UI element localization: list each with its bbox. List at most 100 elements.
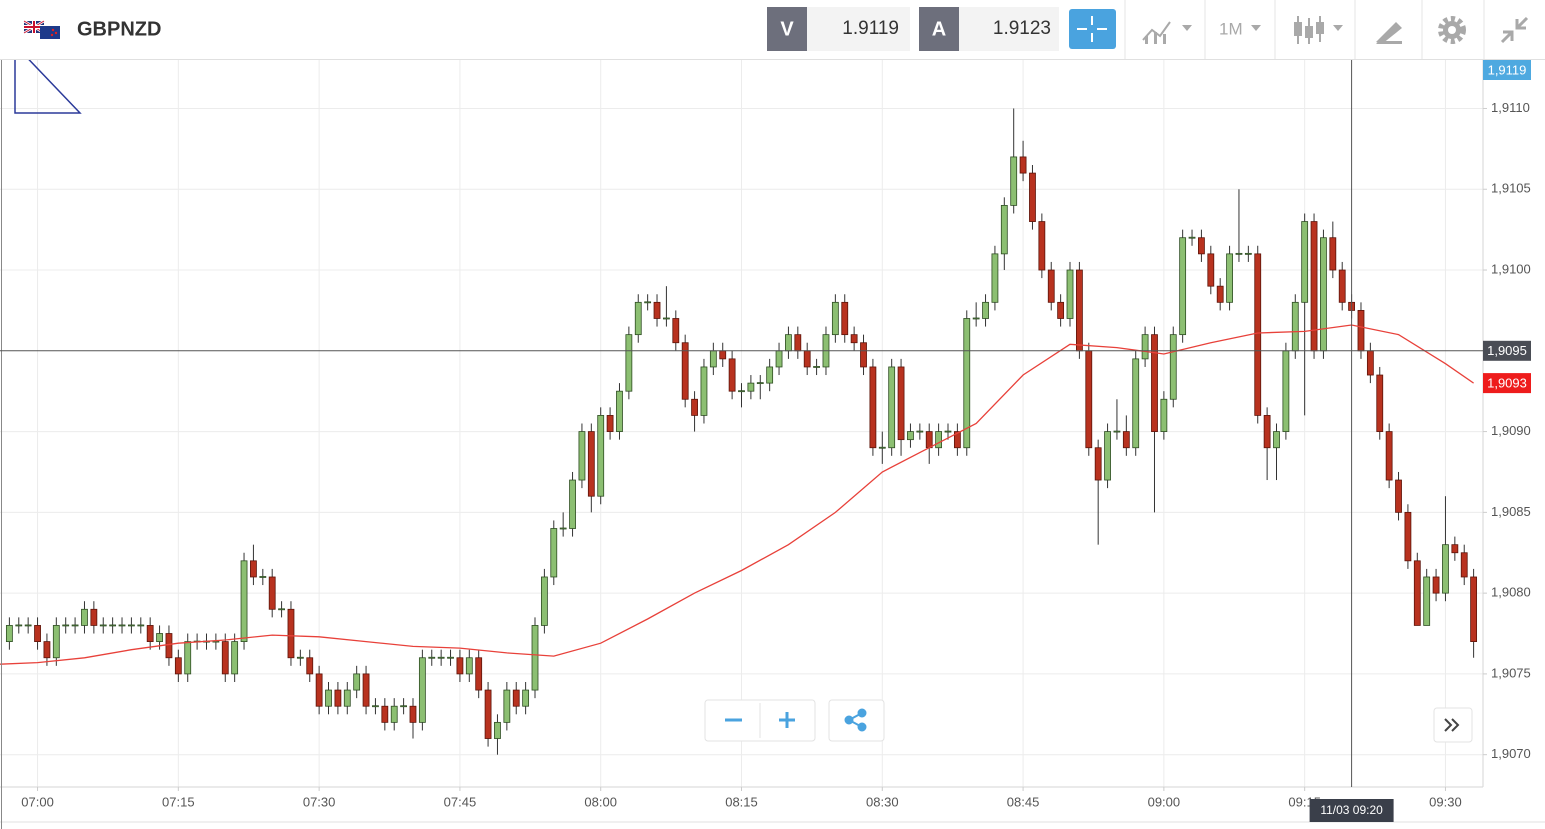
y-tick-label: 1,9100 bbox=[1491, 261, 1531, 276]
share-icon bbox=[844, 708, 867, 732]
candle-body bbox=[128, 624, 135, 627]
ask-label: A bbox=[932, 18, 946, 40]
x-tick-label: 07:30 bbox=[303, 794, 336, 809]
candle-body bbox=[1169, 334, 1177, 400]
candle-body bbox=[625, 334, 633, 392]
bid-button[interactable] bbox=[767, 7, 807, 51]
plot bbox=[0, 108, 1478, 755]
y-tick-label: 1,9085 bbox=[1491, 504, 1531, 519]
candle-body bbox=[1310, 221, 1318, 352]
y-tick-label: 1,9070 bbox=[1491, 746, 1531, 761]
candle-body bbox=[494, 721, 501, 739]
crosshair-icon bbox=[1077, 16, 1107, 42]
price-badge bbox=[1483, 60, 1531, 80]
chart-type-icon[interactable] bbox=[1142, 21, 1192, 44]
candle-body bbox=[700, 366, 708, 416]
candle-body bbox=[1104, 431, 1111, 481]
candle-body bbox=[1085, 350, 1093, 449]
timeframe-caret bbox=[1251, 25, 1261, 31]
candle-body bbox=[907, 431, 914, 441]
candle-body bbox=[221, 641, 229, 675]
candle-body bbox=[306, 657, 314, 675]
collapse-icon[interactable] bbox=[1500, 16, 1529, 44]
candle-body bbox=[587, 431, 595, 497]
drawing-icon[interactable] bbox=[1376, 22, 1402, 44]
candle-body bbox=[1404, 511, 1412, 562]
x-tick-label: 07:45 bbox=[444, 794, 477, 809]
candle-body bbox=[1301, 221, 1309, 303]
price-badge-label: 1,9093 bbox=[1487, 376, 1527, 391]
candle-body bbox=[1122, 431, 1130, 449]
zoom-in-button[interactable] bbox=[779, 712, 795, 728]
candle-body bbox=[1244, 252, 1252, 255]
candle-body bbox=[775, 350, 783, 368]
candle-body bbox=[785, 334, 792, 352]
candle-body bbox=[287, 608, 295, 659]
candle-body bbox=[569, 479, 576, 529]
candle-body bbox=[681, 342, 689, 400]
candle-body bbox=[512, 689, 520, 707]
timeframe[interactable]: 1M bbox=[1219, 19, 1243, 38]
candle-body bbox=[456, 657, 464, 675]
candle-body bbox=[1291, 301, 1299, 352]
candle-body bbox=[963, 318, 971, 449]
candle-body bbox=[831, 301, 839, 336]
candle-body bbox=[1094, 447, 1102, 481]
bid-label: V bbox=[780, 18, 794, 40]
candle-body bbox=[1132, 358, 1140, 449]
candle-body bbox=[1366, 350, 1374, 376]
candle-body bbox=[428, 656, 436, 659]
candle-body bbox=[803, 350, 811, 368]
candle-body bbox=[1113, 430, 1121, 433]
candle-body bbox=[1057, 301, 1065, 319]
x-tick-label: 08:00 bbox=[584, 794, 617, 809]
candle-body bbox=[878, 446, 886, 449]
candle-body bbox=[1000, 204, 1008, 255]
candle-body bbox=[869, 366, 877, 449]
crosshair-button[interactable] bbox=[1069, 9, 1116, 49]
moving-average-line bbox=[0, 324, 1474, 665]
candle-body bbox=[1395, 479, 1402, 513]
settings-icon[interactable] bbox=[1438, 16, 1466, 44]
candle-body bbox=[475, 657, 483, 691]
candle-body bbox=[1282, 350, 1290, 432]
candle-body bbox=[325, 689, 332, 707]
candle-body bbox=[813, 366, 820, 368]
candle-body bbox=[1038, 221, 1046, 271]
candle-body bbox=[559, 527, 567, 530]
candle-body bbox=[156, 633, 163, 642]
candle-body bbox=[1019, 156, 1027, 174]
candle-body bbox=[1254, 253, 1262, 416]
x-tick-label: 07:00 bbox=[21, 794, 54, 809]
x-tick-label: 07:15 bbox=[162, 794, 195, 809]
candle-body bbox=[540, 576, 548, 626]
candle-icon[interactable] bbox=[1294, 16, 1343, 44]
crosshair-time-badge bbox=[1309, 799, 1394, 822]
y-tick-label: 1,9090 bbox=[1491, 423, 1531, 438]
candle-body bbox=[231, 641, 239, 675]
share-button[interactable] bbox=[828, 699, 885, 742]
candle-body bbox=[1160, 398, 1168, 432]
candle-body bbox=[1376, 374, 1384, 432]
candle-body bbox=[531, 625, 539, 691]
ask-button[interactable] bbox=[919, 7, 959, 51]
candle-body bbox=[1413, 560, 1421, 626]
axes: 1,9070 1,9075 1,9080 1,9085 1,9090 1,9100 1,91… bbox=[21, 100, 1530, 810]
candle-body bbox=[1273, 431, 1280, 449]
candle-body bbox=[118, 624, 126, 627]
candle-body bbox=[174, 657, 182, 675]
candle-body bbox=[1198, 237, 1205, 255]
candle-body bbox=[1207, 253, 1215, 287]
candle-body bbox=[503, 689, 511, 723]
candle-body bbox=[597, 415, 605, 497]
crosshair-time-label: 11/03 09:20 bbox=[1320, 803, 1383, 817]
candle-body bbox=[944, 430, 952, 433]
bid-box bbox=[807, 7, 910, 51]
candle-body bbox=[719, 350, 727, 360]
scroll-right-button[interactable] bbox=[1433, 707, 1473, 743]
candle-body bbox=[372, 705, 379, 708]
candle-body bbox=[296, 656, 304, 659]
candle-body bbox=[90, 608, 98, 626]
x-tick-label: 08:30 bbox=[866, 794, 899, 809]
